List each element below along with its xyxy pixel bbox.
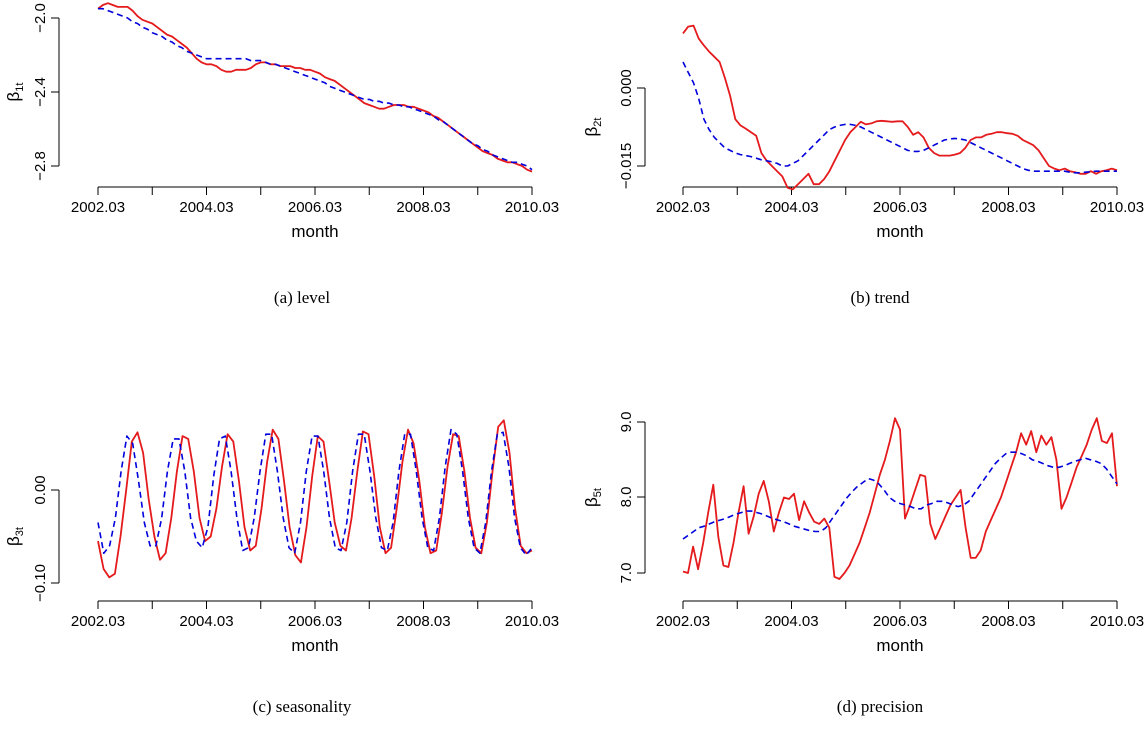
series-line-solid	[682, 417, 1118, 580]
y-axis-title-subscript: 5t	[592, 488, 604, 497]
series-line-solid	[97, 419, 533, 579]
y-axis-title-symbol: β	[4, 536, 23, 546]
x-axis-title: month	[291, 222, 338, 241]
y-tick-label: −0.015	[618, 143, 635, 189]
y-axis-title: β3t	[4, 527, 26, 546]
y-axis-title-subscript: 3t	[14, 527, 26, 536]
y-axis-title-subscript: 1t	[14, 83, 26, 92]
x-tick-label: 2006.03	[873, 613, 927, 630]
y-tick-label: 0.00	[32, 475, 49, 504]
x-tick-label: 2004.03	[764, 199, 818, 216]
y-axis-title-symbol: β	[582, 497, 601, 507]
x-tick-label: 2002.03	[71, 613, 125, 630]
y-axis-title-symbol: β	[4, 91, 23, 101]
x-tick-label: 2004.03	[764, 613, 818, 630]
y-axis-title-symbol: β	[582, 126, 601, 136]
y-tick-label: 8.0	[618, 487, 635, 508]
x-tick-label: 2002.03	[656, 613, 710, 630]
x-tick-label: 2006.03	[873, 199, 927, 216]
panel-a: −2.0 −2.4 −2.8 β1t 2002.03 2004.03 2006.03 2008…	[4, 2, 559, 307]
panel-c: 0.00 −0.10 β3t 2002.03 2004.03 2006.03 2008.03…	[4, 419, 559, 716]
panel-d: 9.0 8.0 7.0 β5t 2002.03 2004.03 2006.03 2008.03…	[582, 412, 1144, 716]
y-axis-title: β2t	[582, 118, 604, 137]
x-tick-label: 2004.03	[179, 613, 233, 630]
y-tick-label: −2.4	[32, 77, 49, 107]
x-tick-label: 2008.03	[396, 199, 450, 216]
x-tick-label: 2004.03	[179, 199, 233, 216]
series-line-dashed	[682, 451, 1118, 540]
y-tick-label: −0.10	[32, 564, 49, 602]
x-axis-title: month	[876, 636, 923, 655]
y-tick-label: 0.000	[618, 69, 635, 107]
y-axis-title-subscript: 2t	[592, 118, 604, 127]
series-line-dashed	[682, 61, 1117, 174]
y-tick-label: −2.8	[32, 151, 49, 181]
y-tick-label: 9.0	[618, 412, 635, 433]
series-line-dashed	[97, 428, 533, 556]
x-axis-title: month	[876, 222, 923, 241]
x-tick-label: 2008.03	[396, 613, 450, 630]
x-tick-label: 2006.03	[288, 613, 342, 630]
x-tick-label: 2008.03	[981, 199, 1035, 216]
series-line-solid	[682, 24, 1118, 191]
x-tick-label: 2010.03	[1090, 613, 1144, 630]
panel-caption: (d) precision	[837, 697, 924, 716]
y-axis-title: β1t	[4, 83, 26, 102]
x-tick-label: 2006.03	[288, 199, 342, 216]
x-tick-label: 2010.03	[505, 613, 559, 630]
y-axis-title: β5t	[582, 488, 604, 507]
y-tick-label: 7.0	[618, 563, 635, 584]
panel-caption: (b) trend	[850, 288, 910, 307]
series-line-dashed	[98, 7, 533, 171]
x-axis-title: month	[291, 636, 338, 655]
x-tick-label: 2010.03	[505, 199, 559, 216]
y-tick-label: −2.0	[32, 3, 49, 33]
series-line-solid	[97, 2, 533, 173]
x-tick-label: 2010.03	[1090, 199, 1144, 216]
x-tick-label: 2008.03	[981, 613, 1035, 630]
x-tick-label: 2002.03	[656, 199, 710, 216]
panel-caption: (c) seasonality	[253, 697, 352, 716]
x-tick-label: 2002.03	[71, 199, 125, 216]
panel-caption: (a) level	[274, 288, 330, 307]
panel-b: 0.000 −0.015 β2t 2002.03 2004.03 2006.03 2008.…	[582, 24, 1144, 307]
